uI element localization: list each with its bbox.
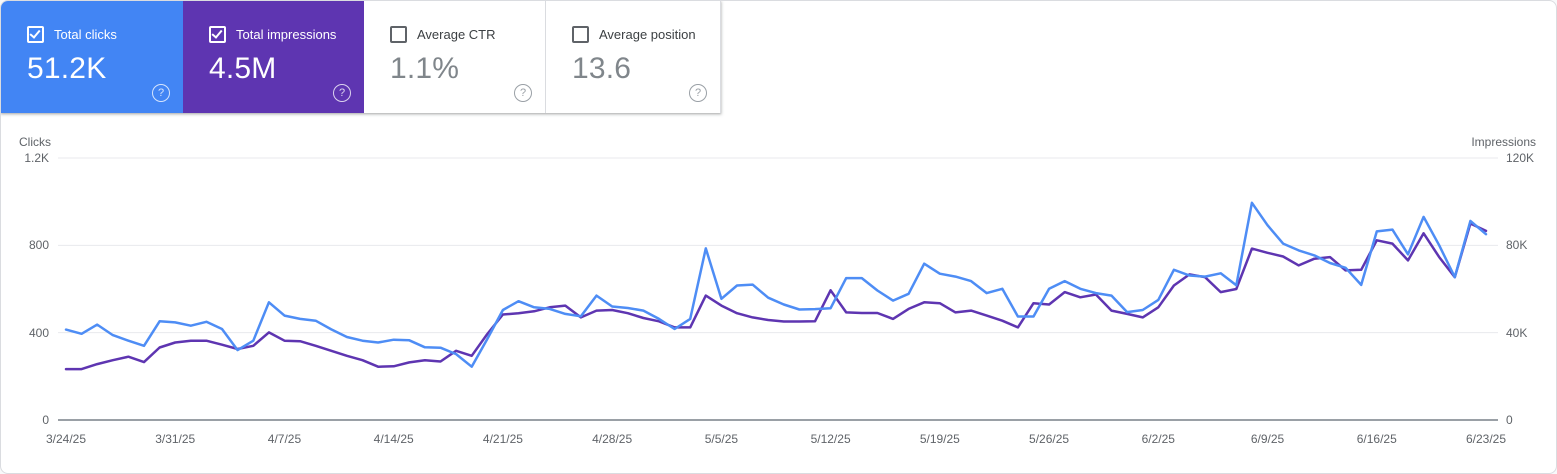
x-axis-date-label: 6/9/25 bbox=[1250, 432, 1285, 446]
card-label: Average position bbox=[599, 27, 696, 42]
metric-cards: Total clicks 51.2K ? Total impressions 4… bbox=[1, 1, 721, 113]
series-line-impressions bbox=[64, 222, 1488, 371]
x-axis-date-label: 5/19/25 bbox=[919, 432, 960, 446]
x-axis-date-label: 4/7/25 bbox=[267, 432, 302, 446]
right-tick-label: 0 bbox=[1506, 413, 1513, 427]
card-value: 13.6 bbox=[572, 52, 632, 85]
x-axis-date-label: 4/21/25 bbox=[482, 432, 523, 446]
card-checkbox-row: Total impressions bbox=[209, 26, 364, 43]
total-clicks-checkbox-icon[interactable] bbox=[27, 26, 44, 43]
card-label: Total impressions bbox=[236, 27, 337, 42]
left-tick-label: 800 bbox=[28, 238, 49, 253]
average-ctr-checkbox-icon[interactable] bbox=[390, 26, 407, 43]
card-value: 1.1% bbox=[390, 52, 460, 85]
card-checkbox-row: Average position bbox=[572, 26, 720, 43]
card-checkbox-row: Average CTR bbox=[390, 26, 545, 43]
card-average-position[interactable]: Average position 13.6 ? bbox=[545, 1, 721, 113]
x-axis-date-label: 6/23/25 bbox=[1465, 432, 1507, 446]
x-axis-date-label: 5/26/25 bbox=[1029, 432, 1070, 446]
x-axis-date-label: 3/31/25 bbox=[155, 432, 196, 446]
card-value: 51.2K bbox=[27, 52, 107, 85]
average-position-checkbox-icon[interactable] bbox=[572, 26, 589, 43]
left-axis-title: Clicks bbox=[19, 135, 51, 149]
x-axis-date-label: 5/12/25 bbox=[810, 432, 851, 446]
x-axis-date-label: 4/14/25 bbox=[373, 432, 414, 446]
left-tick-label: 0 bbox=[42, 413, 49, 427]
left-tick-label: 1.2K bbox=[24, 151, 49, 165]
card-label: Average CTR bbox=[417, 27, 496, 42]
card-value: 4.5M bbox=[209, 52, 277, 85]
right-tick-label: 120K bbox=[1506, 151, 1535, 165]
x-axis-date-label: 6/16/25 bbox=[1356, 432, 1397, 446]
card-checkbox-row: Total clicks bbox=[27, 26, 183, 43]
x-axis-date-label: 4/28/25 bbox=[592, 432, 633, 446]
help-icon[interactable]: ? bbox=[514, 84, 532, 102]
card-total-impressions[interactable]: Total impressions 4.5M ? bbox=[183, 1, 364, 113]
card-total-clicks[interactable]: Total clicks 51.2K ? bbox=[1, 1, 183, 113]
card-average-ctr[interactable]: Average CTR 1.1% ? bbox=[364, 1, 545, 113]
series-line-clicks bbox=[64, 201, 1488, 368]
card-label: Total clicks bbox=[54, 27, 117, 42]
x-axis-date-label: 5/5/25 bbox=[704, 432, 739, 446]
help-icon[interactable]: ? bbox=[333, 84, 351, 102]
right-tick-label: 40K bbox=[1506, 325, 1528, 340]
help-icon[interactable]: ? bbox=[689, 84, 707, 102]
total-impressions-checkbox-icon[interactable] bbox=[209, 26, 226, 43]
help-icon[interactable]: ? bbox=[152, 84, 170, 102]
left-tick-label: 400 bbox=[28, 325, 49, 340]
x-axis-date-label: 3/24/25 bbox=[45, 432, 87, 446]
x-axis-date-label: 6/2/25 bbox=[1141, 432, 1175, 446]
right-tick-label: 80K bbox=[1506, 238, 1528, 253]
right-axis-title: Impressions bbox=[1471, 135, 1536, 149]
